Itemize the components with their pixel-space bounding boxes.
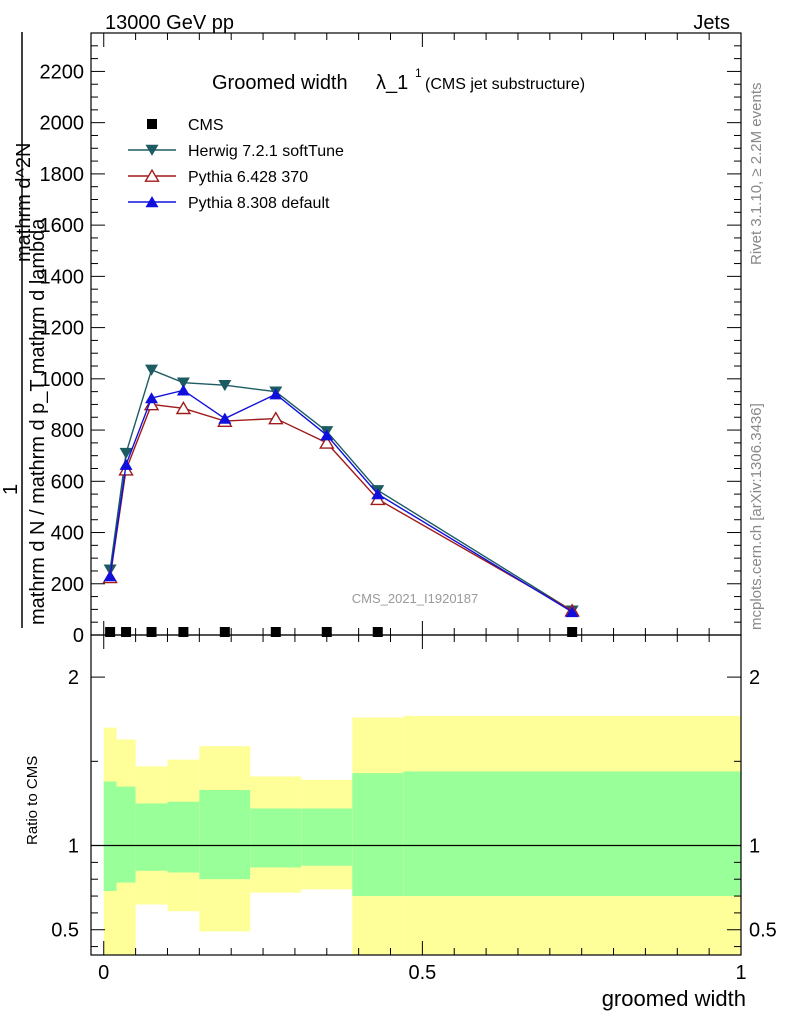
legend-marker xyxy=(147,119,157,129)
x-ticks: 0 0.5 1 xyxy=(98,33,747,984)
ratio-y-tick-label-right: 2 xyxy=(749,667,760,689)
data-point xyxy=(218,380,232,392)
data-point xyxy=(219,627,230,637)
ratio-band-inner-3 xyxy=(167,801,200,873)
ratio-band-inner-2 xyxy=(135,803,168,871)
series-pythia-6-428-370 xyxy=(102,397,580,617)
legend-entry: CMS xyxy=(147,117,224,134)
plot-subtitle: (CMS jet substructure) xyxy=(425,76,585,93)
main-y-tick-label: 2200 xyxy=(40,61,85,83)
legend-label: Pythia 8.308 default xyxy=(188,195,330,212)
ratio-y-tick-label-right: 0.5 xyxy=(749,920,777,942)
series-pythia-8-308-default xyxy=(103,384,579,618)
x-tick-label: 1 xyxy=(735,962,746,984)
data-point xyxy=(270,627,281,637)
side-label-bottom: mcplots.cern.ch [arXiv:1306.3436] xyxy=(748,403,765,630)
data-point xyxy=(567,627,578,637)
plot-title-sup: 1 xyxy=(415,66,422,80)
data-point xyxy=(119,447,133,459)
ratio-band-inner-0 xyxy=(103,781,117,891)
ratio-y-tick-label-left: 2 xyxy=(68,667,79,689)
legend-marker xyxy=(144,168,160,182)
series-line xyxy=(109,389,573,613)
ratio-y-tick-label-right: 1 xyxy=(749,836,760,858)
legend-label: Herwig 7.2.1 softTune xyxy=(188,143,344,160)
data-point xyxy=(103,564,117,576)
energy-label: 13000 GeV pp xyxy=(105,12,234,34)
data-point xyxy=(565,606,579,618)
ratio-y-axis-label: Ratio to CMS xyxy=(24,756,41,845)
y-axis-label: mathrm d^2N 1 mathrm d N / mathrm d p_T … xyxy=(0,32,49,628)
data-point xyxy=(176,377,190,389)
plot-title-main: Groomed width xyxy=(212,72,348,94)
main-plot: 0 200 400 600 800 1000 1200 1400 1600 1800 2000 220… xyxy=(40,32,742,647)
data-point xyxy=(371,488,385,500)
data-point xyxy=(268,411,284,425)
ratio-y-tick-label-left: 1 xyxy=(68,836,79,858)
main-y-tick-label: 1600 xyxy=(40,215,85,237)
data-point xyxy=(319,435,335,449)
data-point xyxy=(218,412,232,424)
ratio-band-inner-1 xyxy=(116,786,136,883)
ratio-band-inner-8 xyxy=(403,771,741,897)
legend-marker xyxy=(145,144,159,156)
legend-marker xyxy=(145,196,159,208)
ratio-band-inner-6 xyxy=(301,808,353,866)
main-y-tick-label: 1200 xyxy=(40,318,85,340)
main-y-tick-label: 2000 xyxy=(40,113,85,135)
legend-entry: Pythia 6.428 370 xyxy=(128,168,308,186)
data-point xyxy=(145,364,159,376)
ratio-bands xyxy=(103,715,741,955)
data-point xyxy=(103,570,117,582)
series-line xyxy=(109,403,573,612)
x-axis-label: groomed width xyxy=(602,986,746,1011)
data-point xyxy=(175,401,192,415)
plot-title-lambda: λ_1 xyxy=(376,72,408,94)
data-point xyxy=(320,429,334,441)
data-point xyxy=(178,627,189,637)
x-tick-label: 0 xyxy=(98,962,109,984)
y-axis-label-numerator: 1 xyxy=(0,484,22,495)
y-axis-label-upper: mathrm d^2N xyxy=(13,143,35,262)
main-y-tick-label: 400 xyxy=(51,523,84,545)
main-y-tick-label: 1800 xyxy=(40,164,85,186)
main-y-tick-label: 1000 xyxy=(40,369,85,391)
ratio-y-ticks: 0.5 0.5 1 1 2 2 xyxy=(51,667,777,948)
ratio-frame xyxy=(90,634,742,956)
data-point xyxy=(105,627,116,637)
data-point xyxy=(119,458,133,470)
data-point xyxy=(372,627,383,637)
series-herwig-7-2-1-softtune xyxy=(103,364,579,617)
main-y-tick-label: 800 xyxy=(51,420,84,442)
process-label: Jets xyxy=(693,12,730,34)
legend-label: CMS xyxy=(188,117,224,134)
ratio-band-inner-7 xyxy=(352,773,404,897)
legend-label: Pythia 6.428 370 xyxy=(188,169,308,186)
data-point xyxy=(146,627,157,637)
analysis-id-label: CMS_2021_I1920187 xyxy=(352,591,479,606)
main-y-tick-label: 600 xyxy=(51,471,84,493)
data-point xyxy=(176,384,190,396)
data-point xyxy=(269,388,283,400)
series-line xyxy=(109,368,573,612)
ratio-y-tick-label-left: 0.5 xyxy=(51,920,79,942)
main-y-ticks: 0 200 400 600 800 1000 1200 1400 1600 1800 2000 220… xyxy=(40,32,741,647)
main-y-tick-label: 200 xyxy=(51,574,84,596)
legend-entry: Pythia 8.308 default xyxy=(128,195,330,212)
side-label-top: Rivet 3.1.10, ≥ 2.2M events xyxy=(748,83,765,266)
data-point xyxy=(145,392,159,404)
y-axis-label-denominator: mathrm d N / mathrm d p_T mathrm d lambd… xyxy=(27,218,49,625)
plot-title: Groomed width λ_1 1 (CMS jet substructur… xyxy=(212,66,585,94)
data-point xyxy=(121,627,132,637)
ratio-plot: 0 0.5 10.5 0.51 12 2 xyxy=(51,33,777,984)
ratio-band-inner-5 xyxy=(250,808,302,868)
main-y-tick-label: 0 xyxy=(73,625,84,647)
ratio-band-inner-4 xyxy=(199,789,251,880)
legend: CMS Herwig 7.2.1 softTune Pythia 6.428 370… xyxy=(128,117,344,212)
x-tick-label: 0.5 xyxy=(408,962,436,984)
legend-entry: Herwig 7.2.1 softTune xyxy=(128,143,344,160)
main-y-tick-label: 1400 xyxy=(40,266,85,288)
